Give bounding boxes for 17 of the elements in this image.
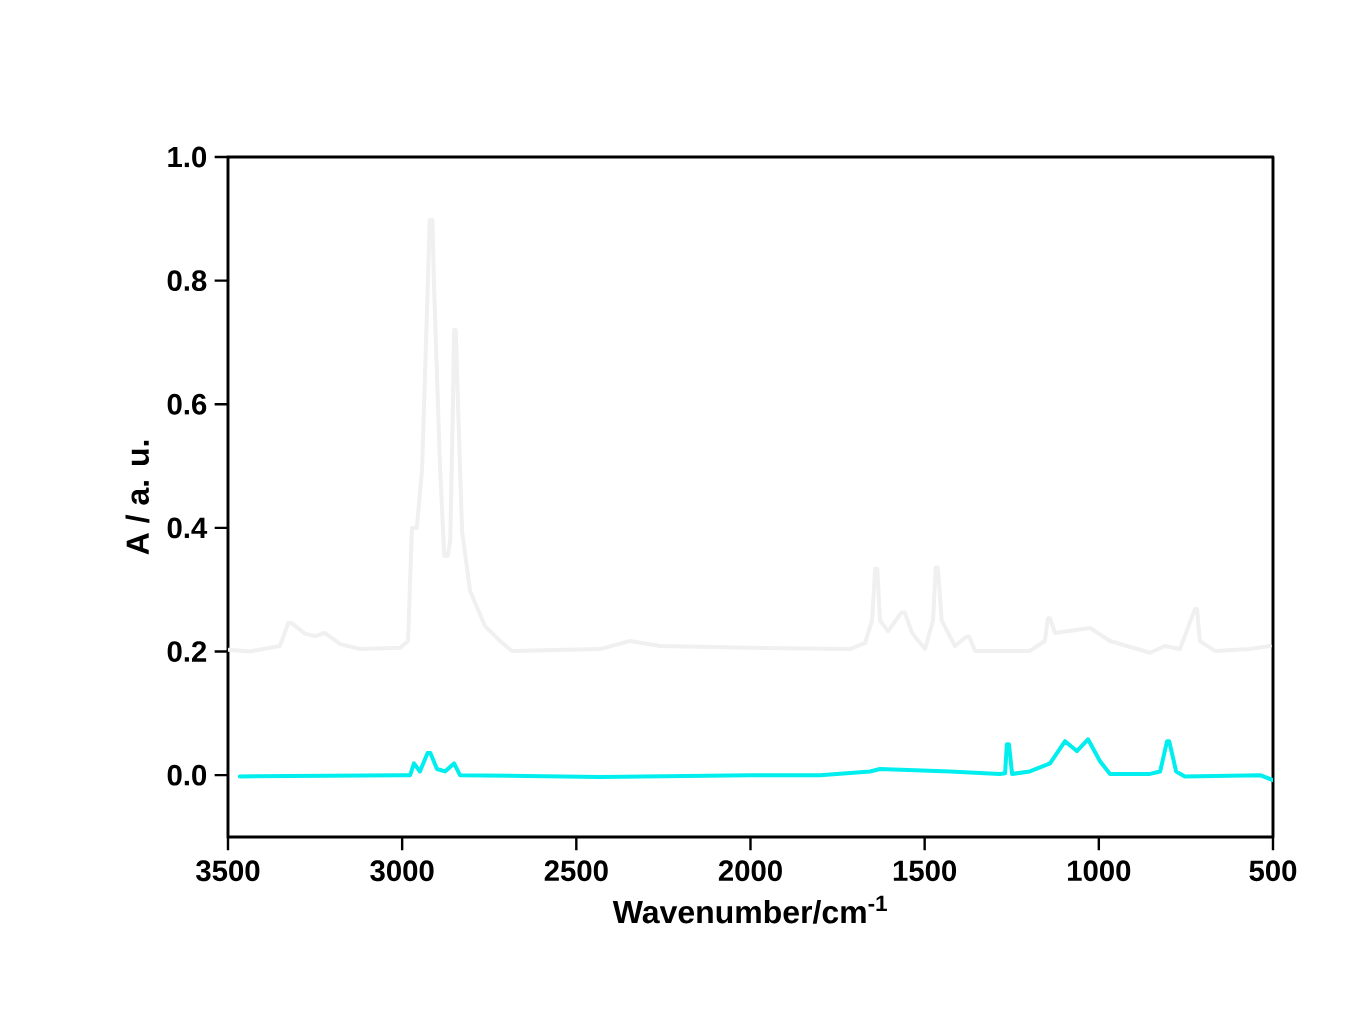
x-tick-label: 2500: [544, 860, 608, 882]
y-tick-label: 0.2: [167, 641, 207, 662]
y-tick-label: 0.6: [167, 393, 207, 415]
y-tick-label: 1.0: [168, 146, 207, 168]
y-tick-label: 0.0: [167, 764, 207, 786]
x-axis-title: Wavenumber/cm$^{-1}$: [612, 895, 887, 924]
x-tick-label: 1500: [893, 860, 957, 882]
x-tick-label: 3000: [370, 860, 434, 882]
y-tick-label: 0.8: [167, 270, 207, 292]
x-tick-label: 2000: [718, 860, 782, 882]
y-axis-title: A / a. u.: [125, 440, 150, 555]
x-tick-label: 500: [1249, 860, 1297, 882]
line-series: [237, 737, 1273, 783]
x-tick-label: 1000: [1068, 860, 1131, 882]
line-series: [227, 218, 1272, 655]
y-tick-label: 0.4: [167, 517, 208, 539]
x-tick-label: 3500: [196, 860, 260, 882]
